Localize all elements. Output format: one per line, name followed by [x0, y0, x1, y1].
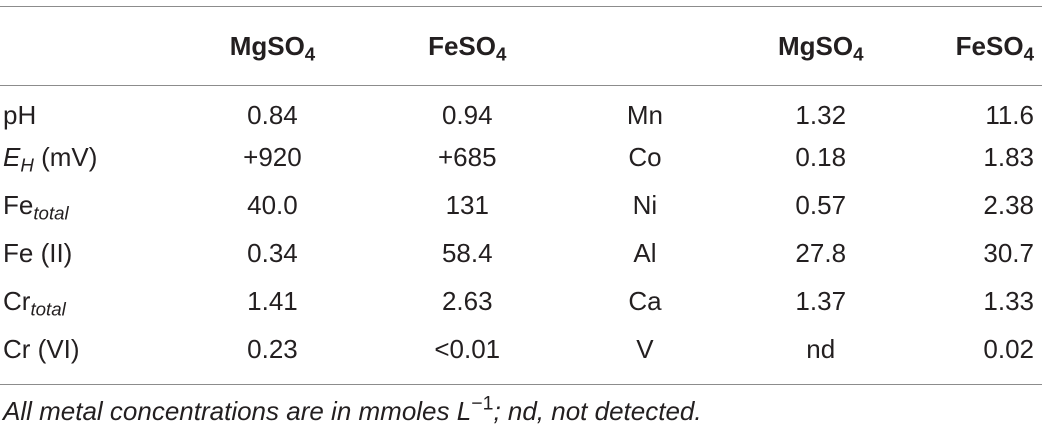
mgso4-value: +920: [243, 141, 302, 172]
header-feso4-metals: FeSO4: [955, 31, 1034, 65]
data-table: MgSO4 FeSO4 MgSO4 FeSO4 pH 0.84 0.94 Mn …: [0, 8, 1042, 373]
table-row: Crtotal 1.41 2.63 Ca 1.37 1.33: [0, 277, 1042, 325]
metal-cell: Al: [633, 237, 657, 268]
mgso4-value: 0.23: [247, 333, 298, 364]
metal-cell: Co: [628, 141, 662, 172]
param-cell: EH (mV): [3, 141, 98, 176]
feso4-metal-value: 30.7: [983, 237, 1034, 268]
table-row: pH 0.84 0.94 Mn 1.32 11.6: [0, 85, 1042, 133]
feso4-value: 0.94: [441, 99, 493, 130]
table-row: Cr (VI) 0.23 <0.01 V nd 0.02: [0, 325, 1042, 373]
param-cell: pH: [3, 99, 37, 130]
param-cell: Fe (II): [3, 237, 73, 268]
table-header-rule: [0, 85, 1042, 86]
feso4-value: 131: [445, 189, 489, 220]
feso4-metal-value: 11.6: [985, 99, 1034, 130]
feso4-value: 2.63: [441, 285, 493, 316]
mgso4-metal-value: 0.57: [795, 189, 847, 220]
feso4-metal-value: 1.83: [983, 141, 1034, 172]
metal-cell: V: [636, 333, 654, 364]
table-row: Fetotal 40.0 131 Ni 0.57 2.38: [0, 181, 1042, 229]
table-row: EH (mV) +920 +685 Co 0.18 1.83: [0, 133, 1042, 181]
header-mgso4: MgSO4: [229, 31, 316, 65]
mgso4-metal-value: 0.18: [795, 141, 847, 172]
feso4-value: +685: [437, 141, 497, 172]
feso4-metal-value: 0.02: [983, 333, 1034, 364]
header-blank: [0, 8, 177, 85]
mgso4-value: 0.84: [247, 99, 298, 130]
header-feso4: FeSO4: [428, 31, 507, 65]
feso4-metal-value: 1.33: [983, 285, 1034, 316]
mgso4-metal-value: 1.32: [795, 99, 847, 130]
metal-cell: Mn: [626, 99, 663, 130]
mgso4-metal-value: 1.37: [795, 285, 847, 316]
mgso4-metal-value: 27.8: [795, 237, 847, 268]
feso4-value: 58.4: [441, 237, 493, 268]
table-top-rule: [0, 6, 1042, 7]
table-footnote: All metal concentrations are in mmoles L…: [3, 392, 702, 426]
mgso4-value: 0.34: [247, 237, 298, 268]
header-mgso4-metals: MgSO4: [777, 31, 864, 65]
mgso4-metal-value: nd: [806, 333, 836, 364]
metal-cell: Ni: [632, 189, 658, 220]
mgso4-value: 1.41: [247, 285, 298, 316]
param-cell: Cr (VI): [3, 333, 80, 364]
param-cell: Crtotal: [3, 285, 66, 320]
feso4-value: <0.01: [434, 333, 501, 364]
param-cell: Fetotal: [3, 189, 69, 224]
table-row: Fe (II) 0.34 58.4 Al 27.8 30.7: [0, 229, 1042, 277]
mgso4-value: 40.0: [247, 189, 298, 220]
table-header-row: MgSO4 FeSO4 MgSO4 FeSO4: [0, 8, 1042, 85]
table-bottom-rule: [0, 384, 1042, 385]
metal-cell: Ca: [628, 285, 662, 316]
header-blank-metal: [567, 8, 723, 85]
feso4-metal-value: 2.38: [983, 189, 1034, 220]
